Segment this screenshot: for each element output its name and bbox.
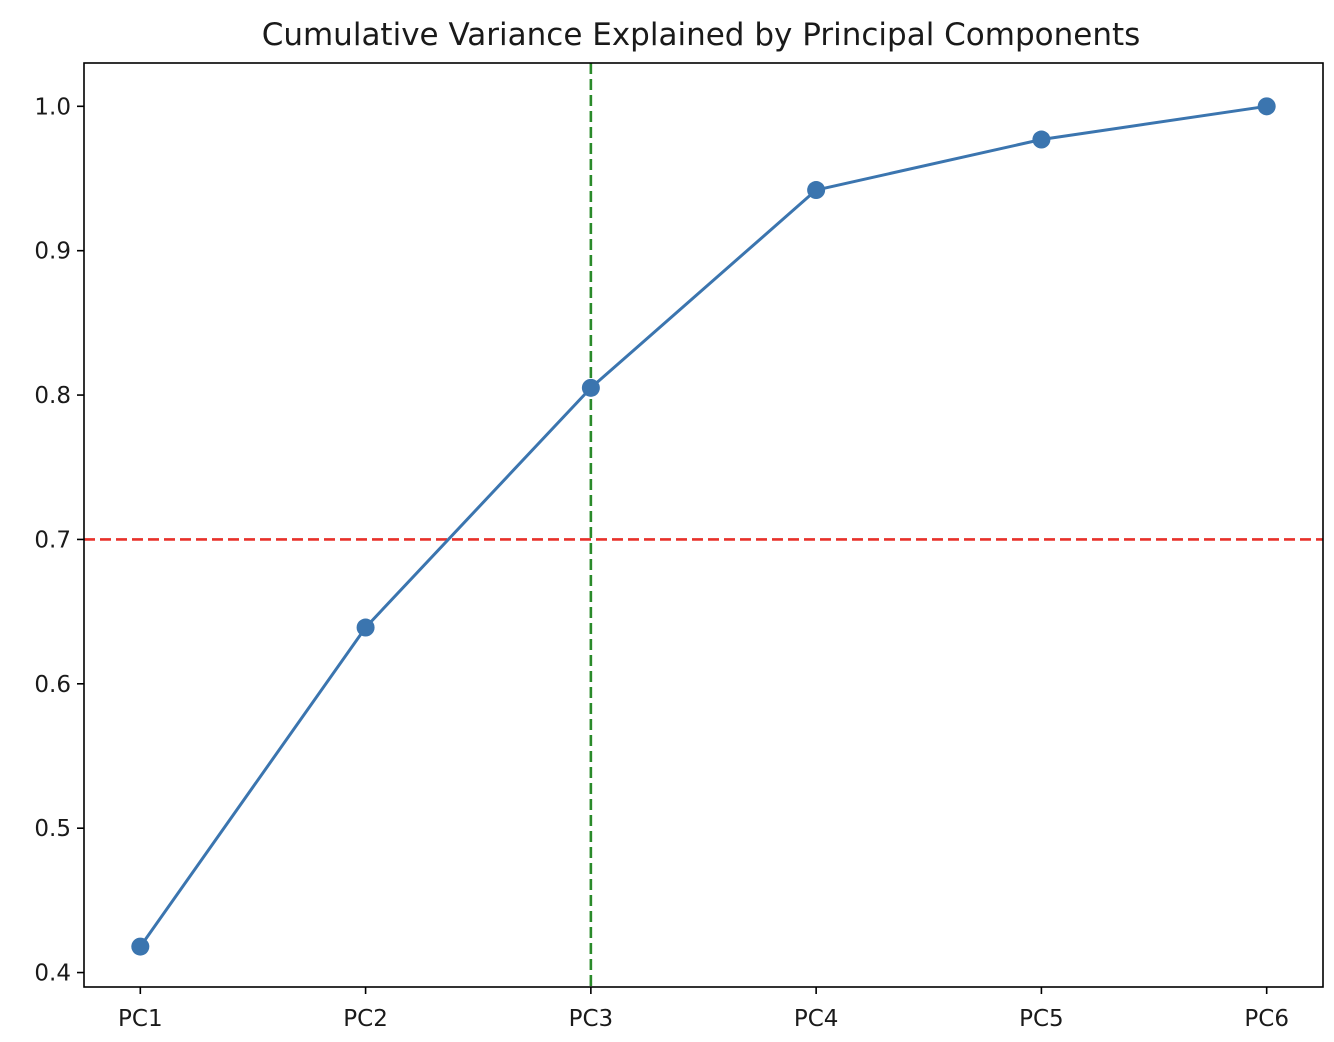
plot-frame xyxy=(83,62,1324,988)
x-tick-label: PC1 xyxy=(118,1006,163,1032)
data-point-pc5 xyxy=(1032,130,1051,149)
reference-lines-layer xyxy=(84,63,1323,987)
y-tick-label: 0.7 xyxy=(34,527,71,553)
plot-area xyxy=(84,63,1323,987)
series-layer xyxy=(131,97,1276,956)
y-tick-label: 0.4 xyxy=(34,961,71,987)
y-tick-label: 0.8 xyxy=(34,383,71,409)
y-tick-label: 0.9 xyxy=(34,239,71,265)
x-tick-label: PC4 xyxy=(794,1006,839,1032)
data-point-pc3 xyxy=(581,378,600,397)
y-tick-label: 0.6 xyxy=(34,672,71,698)
series-line xyxy=(138,104,1269,949)
y-tick-label: 1.0 xyxy=(34,94,71,120)
x-tick-label: PC3 xyxy=(569,1006,614,1032)
data-point-pc1 xyxy=(131,937,150,956)
x-tick-label: PC5 xyxy=(1019,1006,1064,1032)
x-tick-label: PC2 xyxy=(343,1006,388,1032)
chart-title: Cumulative Variance Explained by Princip… xyxy=(262,17,1141,53)
x-tick-label: PC6 xyxy=(1244,1006,1289,1032)
data-point-pc4 xyxy=(807,181,826,200)
plot-background-layer xyxy=(84,63,1323,987)
data-point-pc6 xyxy=(1257,97,1276,116)
axes-layer xyxy=(77,62,1324,994)
data-point-pc2 xyxy=(356,618,375,637)
y-tick-label: 0.5 xyxy=(34,816,71,842)
text-layer: Cumulative Variance Explained by Princip… xyxy=(34,17,1289,1032)
